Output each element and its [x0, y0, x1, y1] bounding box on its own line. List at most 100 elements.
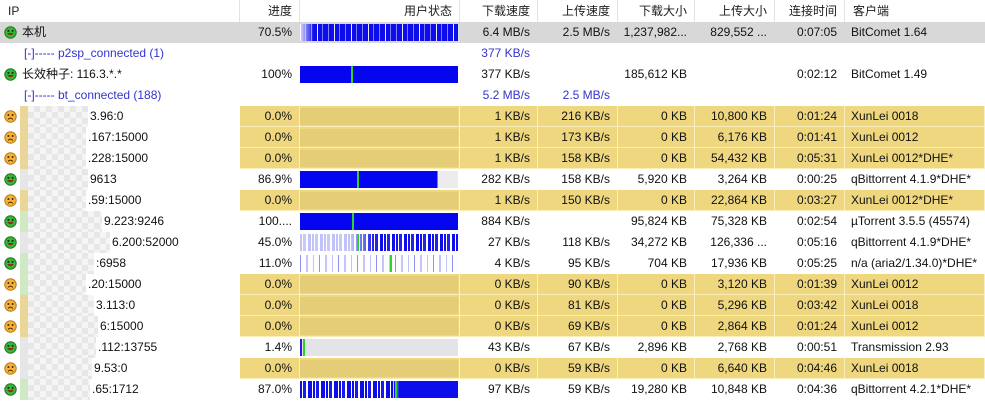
- ip-cell: [-]----- p2sp_connected (1): [0, 43, 240, 64]
- peer-row[interactable]: .112:13755 1.4% 43 KB/s 67 KB/s 2,896 KB 2,76…: [0, 337, 985, 358]
- upload-speed-cell: 173 KB/s: [538, 127, 618, 148]
- download-size-cell: 1,237,982...: [618, 22, 695, 43]
- progress-cell: 87.0%: [257, 382, 292, 396]
- client-cell: Transmission 2.93: [851, 340, 949, 354]
- peer-row[interactable]: 6:15000 0.0% 0 KB/s 69 KB/s 0 KB 2,864 KB 0:01…: [0, 316, 985, 337]
- ip-pixelated-block: [28, 316, 98, 337]
- peer-row[interactable]: .20:15000 0.0% 0 KB/s 90 KB/s 0 KB 3,120 KB 0:…: [0, 274, 985, 295]
- connect-time-cell: 0:01:41: [775, 127, 845, 148]
- download-speed-cell: 0 KB/s: [460, 316, 538, 337]
- status-bar-empty: [300, 318, 458, 335]
- user-status-cell: [300, 127, 460, 148]
- happy-peer-icon: [3, 341, 20, 354]
- peer-row[interactable]: 3.113:0 0.0% 0 KB/s 81 KB/s 0 KB 5,296 KB 0:03…: [0, 295, 985, 316]
- ip-suffix-text: .112:13755: [98, 340, 158, 354]
- ip-pixelated-block: [28, 274, 86, 295]
- ip-blur-strip: [20, 148, 28, 169]
- connect-time-cell: 0:07:05: [775, 22, 845, 43]
- ip-cell: .112:13755: [0, 337, 240, 358]
- upload-speed-cell: 118 KB/s: [562, 235, 610, 249]
- peer-row[interactable]: .59:15000 0.0% 1 KB/s 150 KB/s 0 KB 22,864 KB…: [0, 190, 985, 211]
- user-status-cell: [300, 379, 460, 400]
- peer-row[interactable]: .167:15000 0.0% 1 KB/s 173 KB/s 0 KB 6,176 KB…: [0, 127, 985, 148]
- download-speed-cell: 1 KB/s: [460, 106, 538, 127]
- upload-size-cell: [695, 85, 775, 106]
- ip-suffix-text: :6958: [96, 256, 127, 270]
- upload-size-cell: 6,640 KB: [695, 358, 775, 379]
- download-speed-cell: 1 KB/s: [460, 127, 538, 148]
- upload-size-cell: 22,864 KB: [695, 190, 775, 211]
- column-header-upload-speed[interactable]: ˅上传速度: [538, 0, 618, 22]
- status-bar: [300, 64, 460, 85]
- download-speed-cell: 0 KB/s: [460, 274, 538, 295]
- status-bar-fill: [300, 66, 458, 83]
- column-header-download-speed[interactable]: 下载速度: [460, 0, 538, 22]
- status-bar-marker: [303, 339, 306, 356]
- ip-cell: 9.53:0: [0, 358, 240, 379]
- happy-peer-icon: [3, 173, 20, 186]
- ip-pixelated-block: [28, 211, 102, 232]
- sad-peer-icon: [3, 152, 20, 165]
- upload-size-cell: 17,936 KB: [710, 256, 767, 270]
- peer-row[interactable]: 9.53:0 0.0% 0 KB/s 59 KB/s 0 KB 6,640 KB 0:04:…: [0, 358, 985, 379]
- status-bar: [300, 253, 460, 274]
- user-status-cell: [300, 85, 460, 106]
- peer-row[interactable]: :6958 11.0% 4 KB/s 95 KB/s 704 KB 17,936 KB 0:…: [0, 253, 985, 274]
- peer-row[interactable]: .228:15000 0.0% 1 KB/s 158 KB/s 0 KB 54,432 K…: [0, 148, 985, 169]
- user-status-cell: [300, 316, 460, 337]
- download-size-cell: 0 KB: [618, 316, 695, 337]
- user-status-cell: [300, 22, 460, 43]
- progress-cell: [240, 43, 300, 64]
- group-toggle-label[interactable]: [-]----- bt_connected (188): [24, 88, 162, 102]
- connect-time-cell: 0:04:36: [796, 382, 837, 396]
- download-size-cell: 2,896 KB: [637, 340, 687, 354]
- column-header-ip[interactable]: IP: [0, 0, 240, 22]
- user-status-cell: [300, 274, 460, 295]
- status-bar-marker: [352, 213, 355, 230]
- status-bar-empty: [300, 150, 458, 167]
- peer-row[interactable]: 9613 86.9% 282 KB/s 158 KB/s 5,920 KB 3,264 K…: [0, 169, 985, 190]
- download-size-cell: 19,280 KB: [630, 382, 687, 396]
- user-status-cell: [300, 232, 460, 253]
- client-cell: qBittorrent 4.1.9*DHE*: [851, 172, 972, 186]
- connect-time-cell: 0:00:25: [796, 172, 837, 186]
- ip-blur-strip: [20, 379, 28, 400]
- seed-row[interactable]: 长效种子: 116.3.*.* 100% 377 KB/s 185,612 KB 0:0…: [0, 64, 985, 85]
- user-status-cell: [300, 358, 460, 379]
- status-bar-empty: [300, 276, 458, 293]
- peer-row[interactable]: .65:1712 87.0% 97 KB/s 59 KB/s 19,280 KB 10,8…: [0, 379, 985, 400]
- ip-suffix-text: 3.113:0: [96, 298, 136, 312]
- progress-cell: 11.0%: [258, 256, 292, 270]
- upload-size-cell: 10,800 KB: [695, 106, 775, 127]
- status-bar-fill: [300, 339, 458, 356]
- column-header-progress[interactable]: 进度: [240, 0, 300, 22]
- peer-row[interactable]: 6.200:52000 45.0% 27 KB/s 118 KB/s 34,272 KB…: [0, 232, 985, 253]
- sad-peer-icon: [3, 278, 20, 291]
- ip-cell: 3.113:0: [0, 295, 240, 316]
- column-header-upload-size[interactable]: 上传大小: [695, 0, 775, 22]
- download-speed-cell: 0 KB/s: [460, 295, 538, 316]
- user-status-cell: [300, 106, 460, 127]
- peer-row[interactable]: 3.96:0 0.0% 1 KB/s 216 KB/s 0 KB 10,800 KB 0:0…: [0, 106, 985, 127]
- status-bar-fill: [300, 24, 458, 41]
- peer-row[interactable]: 9.223:9246 100.... 884 KB/s 95,824 KB 75,328…: [0, 211, 985, 232]
- ip-pixelated-block: [28, 253, 94, 274]
- column-header-user-status[interactable]: 用户状态: [300, 0, 460, 22]
- download-size-cell: 0 KB: [618, 295, 695, 316]
- ip-pixelated-block: [28, 106, 88, 127]
- client-cell: XunLei 0018: [845, 358, 985, 379]
- group-row[interactable]: [-]----- bt_connected (188) 5.2 MB/s 2.5 M…: [0, 85, 985, 106]
- group-toggle-label[interactable]: [-]----- p2sp_connected (1): [24, 46, 165, 60]
- column-header-client[interactable]: 客户端: [845, 0, 985, 22]
- column-header-download-size[interactable]: 下载大小: [618, 0, 695, 22]
- group-row[interactable]: [-]----- p2sp_connected (1) 377 KB/s: [0, 43, 985, 64]
- download-size-cell: 185,612 KB: [624, 67, 687, 81]
- status-bar-empty: [300, 129, 458, 146]
- sad-peer-icon: [3, 320, 20, 333]
- client-cell: qBittorrent 4.2.1*DHE*: [851, 382, 972, 396]
- download-speed-cell: 27 KB/s: [487, 235, 530, 249]
- download-size-cell: 0 KB: [618, 190, 695, 211]
- local-row[interactable]: 本机 70.5% 6.4 MB/s 2.5 MB/s 1,237,982... 829,5…: [0, 22, 985, 43]
- client-cell: XunLei 0018: [845, 106, 985, 127]
- column-header-connect-time[interactable]: 连接时间: [775, 0, 845, 22]
